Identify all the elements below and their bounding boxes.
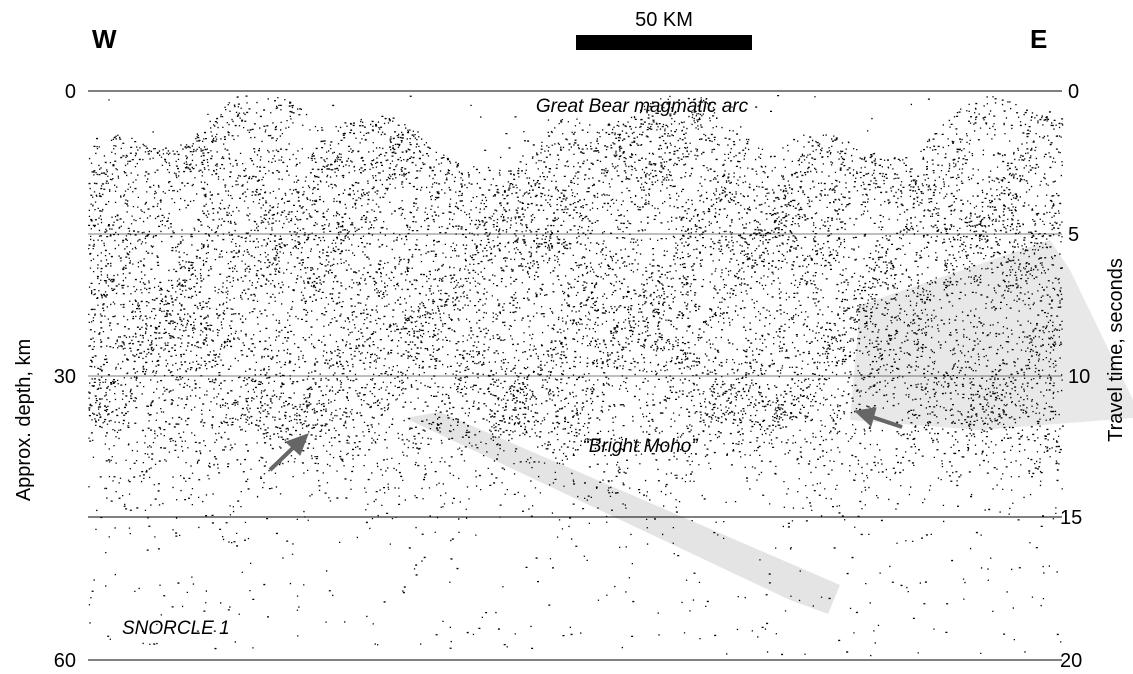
right-tick: 0 [1068, 81, 1079, 103]
arc-annotation: Great Bear magmatic arc [536, 96, 749, 117]
highlight-bands [405, 240, 1133, 614]
figure: W E 50 KM 0 30 60 0 5 10 15 20 Approx. d… [0, 0, 1133, 669]
right-tick: 10 [1068, 366, 1090, 388]
arrow-left [270, 445, 296, 470]
scale-label: 50 KM [635, 9, 693, 31]
west-label: W [92, 24, 117, 54]
right-tick: 5 [1068, 224, 1079, 246]
left-tick: 30 [54, 366, 76, 388]
left-axis-label: Approx. depth, km [13, 339, 35, 501]
right-tick: 15 [1060, 507, 1082, 529]
moho-annotation: “Bright Moho” [582, 436, 699, 457]
left-tick: 60 [54, 650, 76, 669]
scale-bar [576, 35, 752, 50]
right-axis-label: Travel time, seconds [1105, 258, 1127, 442]
left-tick: 0 [65, 81, 76, 103]
profile-label: SNORCLE 1 [122, 618, 230, 639]
east-label: E [1030, 24, 1047, 54]
right-tick: 20 [1060, 650, 1082, 669]
